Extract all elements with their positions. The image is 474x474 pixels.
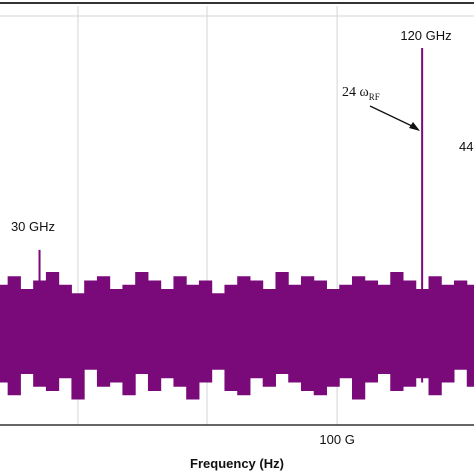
- noise-band: [351, 276, 366, 400]
- noise-band: [20, 289, 34, 374]
- noise-band: [326, 289, 340, 387]
- peak-label: 120 GHz: [400, 28, 451, 43]
- noise-band: [224, 284, 238, 391]
- annotation: 24 ωRF: [342, 85, 380, 102]
- noise-band: [109, 289, 123, 383]
- plot: [0, 48, 474, 400]
- noise-band: [262, 289, 276, 387]
- noise-band: [237, 276, 251, 396]
- noise-band: [58, 284, 72, 379]
- noise-band: [454, 280, 468, 370]
- noise-band: [313, 280, 327, 396]
- noise-band: [160, 289, 174, 379]
- noise-band: [364, 280, 378, 383]
- noise-band: [122, 284, 136, 396]
- noise-band: [147, 280, 162, 391]
- x-axis-title: Frequency (Hz): [190, 456, 284, 471]
- noise-band: [7, 276, 21, 396]
- noise-band: [173, 276, 187, 387]
- noise-band: [211, 293, 225, 370]
- noise-band: [466, 284, 474, 387]
- noise-band: [198, 280, 213, 383]
- noise-band: [45, 272, 60, 391]
- noise-band: [288, 284, 302, 383]
- noise-band: [96, 276, 111, 387]
- noise-band: [390, 272, 404, 391]
- noise-band: [0, 284, 9, 383]
- noise-band: [275, 272, 289, 374]
- noise-band: [84, 280, 98, 370]
- noise-band: [403, 280, 417, 387]
- arrow: [369, 105, 415, 128]
- noise-band: [300, 276, 315, 391]
- noise-band: [249, 280, 264, 379]
- noise-band: [71, 293, 85, 400]
- noise-band: [135, 272, 149, 374]
- noise-band: [186, 284, 200, 400]
- noise-band: [441, 284, 455, 383]
- x-tick-label: 100 G: [319, 432, 354, 447]
- annotation: 44: [459, 139, 473, 154]
- noise-band: [339, 284, 353, 379]
- annotation-text: 24 ω: [342, 85, 369, 100]
- noise-band: [377, 284, 391, 374]
- noise-band: [428, 276, 442, 396]
- arrow-head: [409, 122, 420, 131]
- peak-label: 30 GHz: [11, 219, 55, 234]
- annotation-sub: RF: [369, 92, 380, 102]
